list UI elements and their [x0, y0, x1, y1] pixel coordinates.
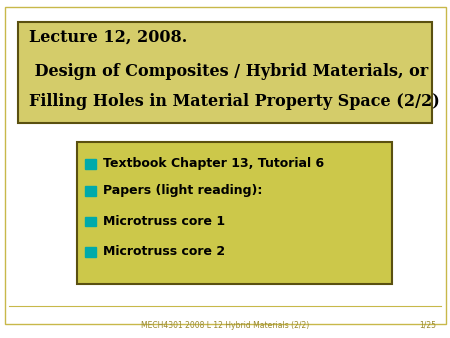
Text: Design of Composites / Hybrid Materials, or: Design of Composites / Hybrid Materials,… [29, 63, 428, 79]
Text: Filling Holes in Material Property Space (2/2): Filling Holes in Material Property Space… [29, 93, 440, 110]
Text: Papers (light reading):: Papers (light reading): [103, 185, 262, 197]
FancyBboxPatch shape [18, 22, 432, 123]
Bar [85, 186, 96, 196]
Text: Textbook Chapter 13, Tutorial 6: Textbook Chapter 13, Tutorial 6 [103, 158, 324, 170]
Text: Lecture 12, 2008.: Lecture 12, 2008. [29, 29, 188, 46]
Bar [85, 217, 96, 226]
Text: Microtruss core 1: Microtruss core 1 [103, 215, 225, 228]
FancyBboxPatch shape [76, 142, 392, 284]
Text: MECH4301 2008 L 12 Hybrid Materials (2/2): MECH4301 2008 L 12 Hybrid Materials (2/2… [141, 320, 309, 330]
Text: Microtruss core 2: Microtruss core 2 [103, 245, 225, 258]
Text: 1/25: 1/25 [419, 320, 436, 330]
Bar [85, 247, 96, 257]
Bar [85, 159, 96, 169]
